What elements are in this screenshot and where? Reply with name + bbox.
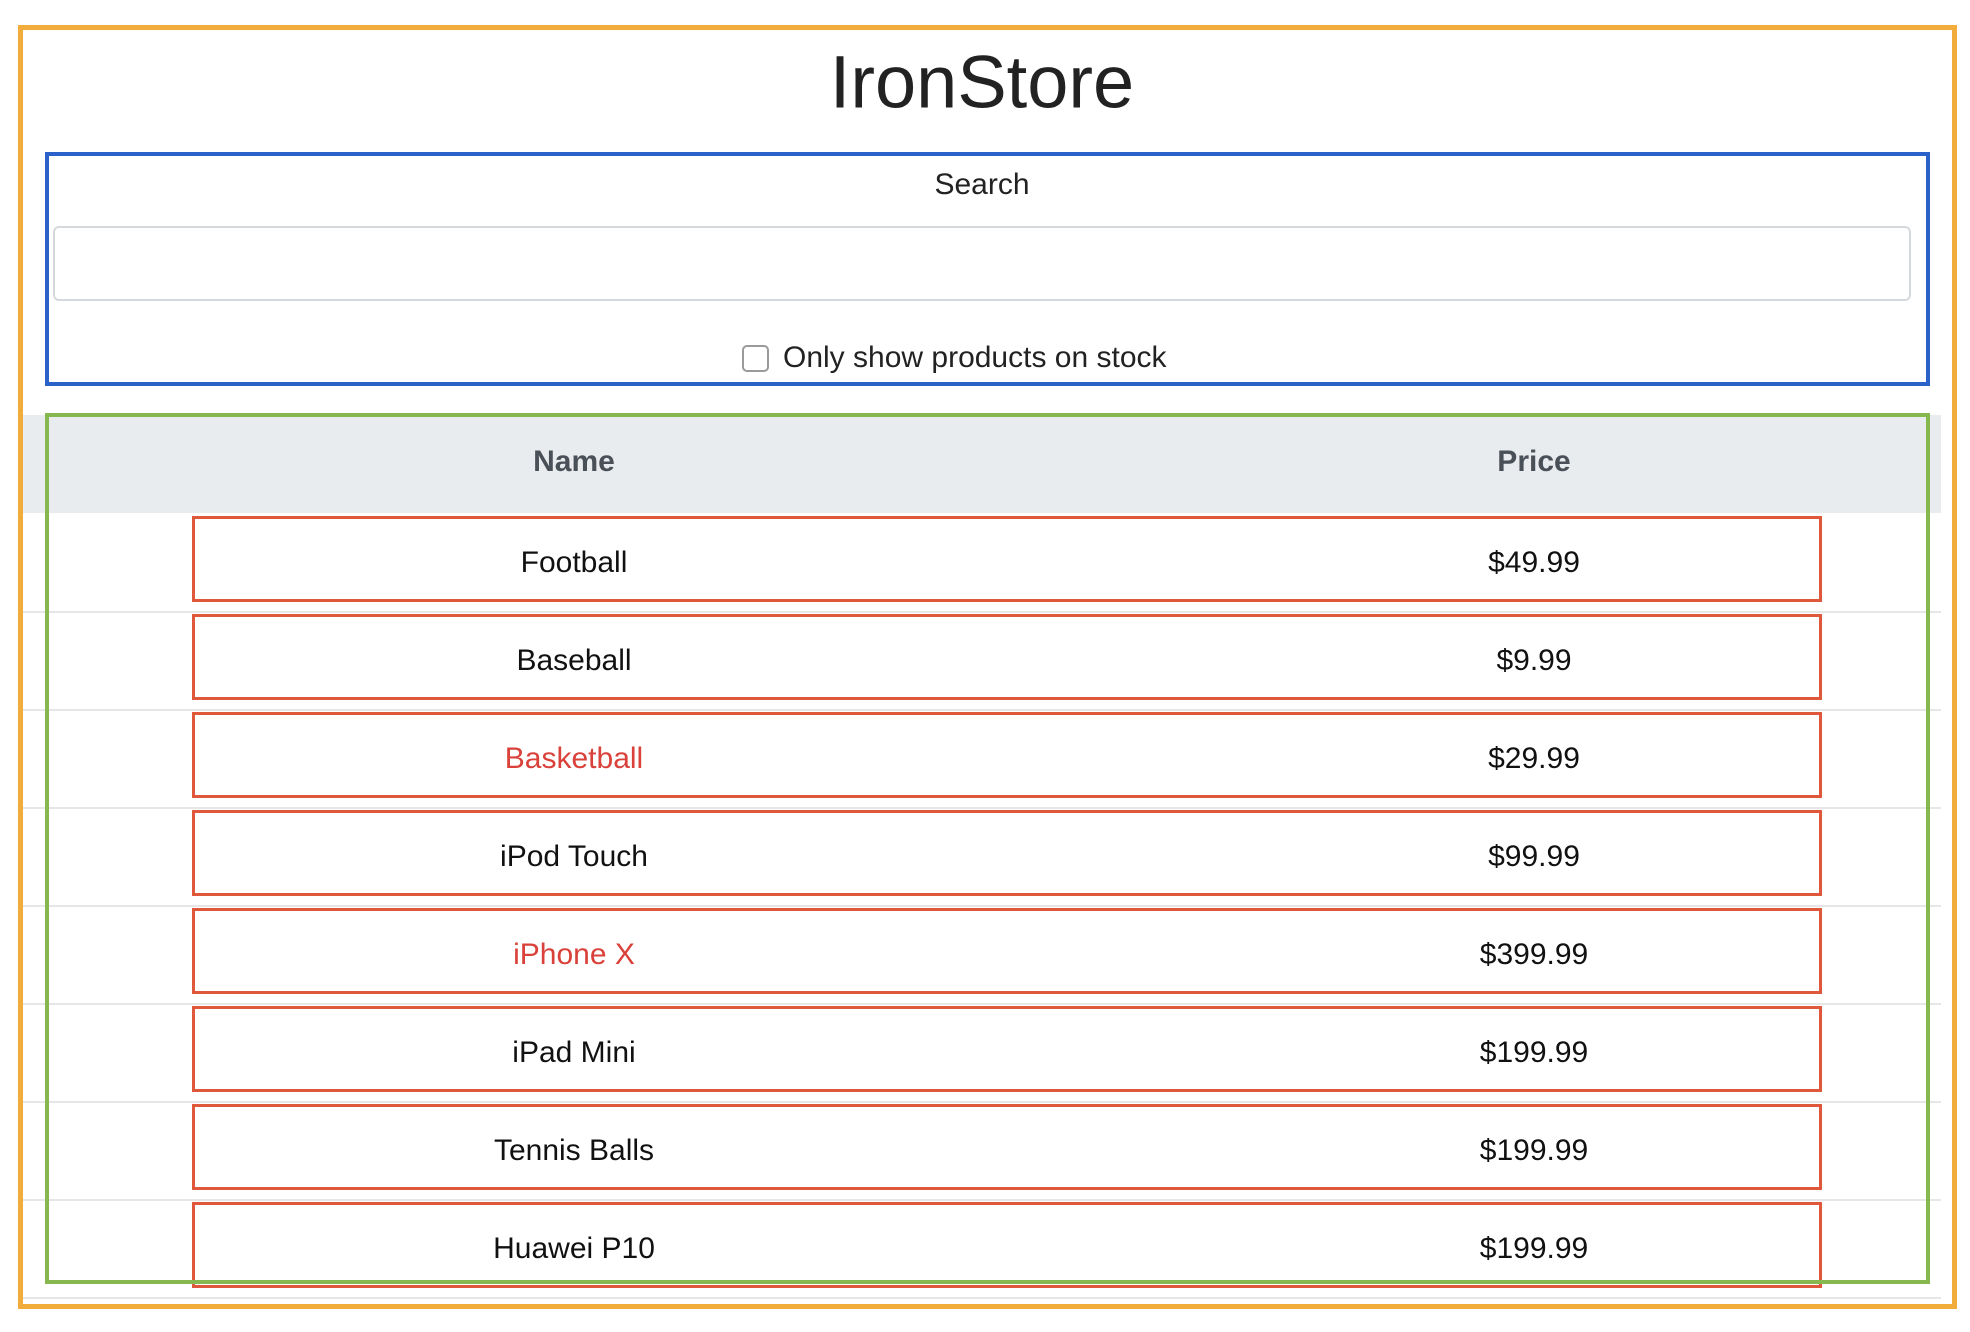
- row-divider: [23, 807, 1941, 809]
- row-divider: [23, 1199, 1941, 1201]
- column-header: Name: [533, 445, 615, 478]
- title: IronStore: [829, 40, 1135, 124]
- row-frame: [192, 614, 1822, 700]
- search-input[interactable]: [53, 226, 1911, 301]
- row-frame: [192, 1006, 1822, 1092]
- product-price: $99.99: [1488, 840, 1580, 873]
- product-name[interactable]: iPad Mini: [512, 1036, 636, 1069]
- row-divider: [23, 1003, 1941, 1005]
- product-price: $29.99: [1488, 742, 1580, 775]
- column-header: Price: [1497, 445, 1571, 478]
- row-divider: [23, 1297, 1941, 1299]
- table-frame: [45, 413, 1930, 1284]
- product-price: $399.99: [1479, 938, 1589, 971]
- row-frame: [192, 1104, 1822, 1190]
- row-frame: [192, 1202, 1822, 1288]
- product-name[interactable]: Baseball: [516, 644, 632, 677]
- product-price: $199.99: [1479, 1134, 1589, 1167]
- row-frame: [192, 712, 1822, 798]
- row-frame: [192, 908, 1822, 994]
- row-divider: [23, 905, 1941, 907]
- row-frame: [192, 810, 1822, 896]
- product-name[interactable]: Huawei P10: [493, 1232, 655, 1265]
- product-price: $199.99: [1479, 1232, 1589, 1265]
- search-frame: [45, 152, 1930, 386]
- product-name[interactable]: iPod Touch: [500, 840, 648, 873]
- product-price: $9.99: [1496, 644, 1572, 677]
- stock-checkbox[interactable]: [742, 345, 769, 372]
- row-frame: [192, 516, 1822, 602]
- row-divider: [23, 709, 1941, 711]
- row-divider: [23, 611, 1941, 613]
- search-label: Search: [934, 168, 1030, 201]
- product-name[interactable]: iPhone X: [513, 938, 635, 971]
- checkbox-label[interactable]: Only show products on stock: [783, 341, 1167, 374]
- table-header-bg: [23, 415, 1941, 513]
- product-price: $49.99: [1488, 546, 1580, 579]
- outer-frame: [18, 25, 1957, 1309]
- row-divider: [23, 1101, 1941, 1103]
- product-name[interactable]: Basketball: [504, 742, 644, 775]
- product-price: $199.99: [1479, 1036, 1589, 1069]
- product-name[interactable]: Football: [520, 546, 628, 579]
- product-name[interactable]: Tennis Balls: [493, 1134, 655, 1167]
